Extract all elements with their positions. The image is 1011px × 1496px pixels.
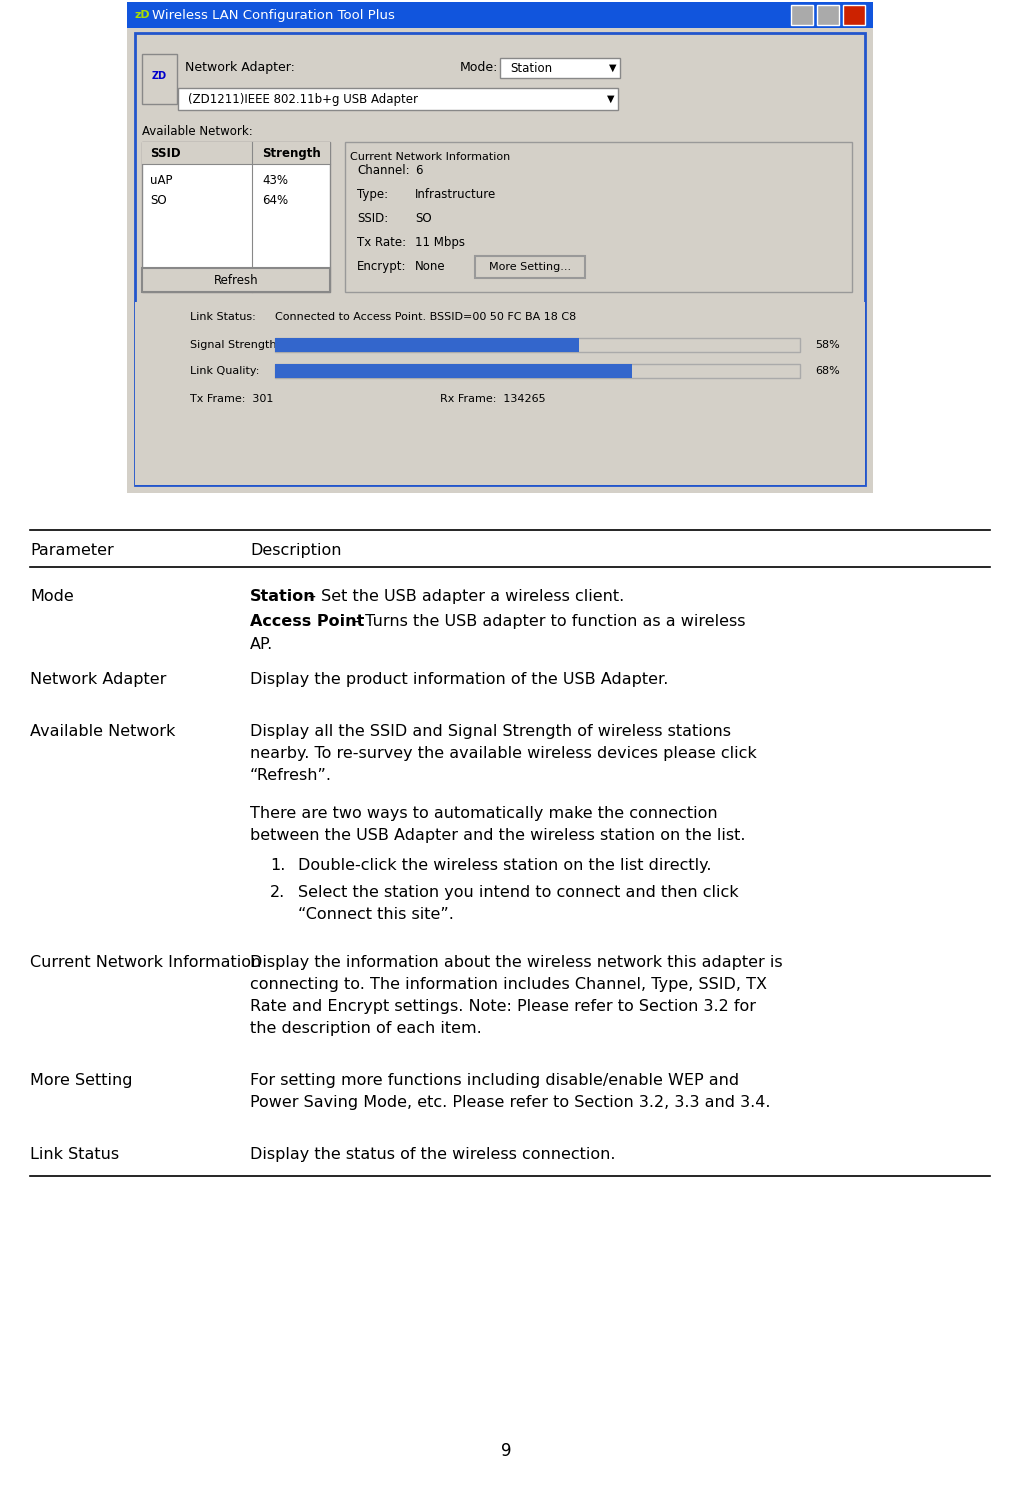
Bar [791, 4, 812, 25]
Text: Current Network Information: Current Network Information [30, 954, 261, 969]
Text: 9: 9 [500, 1442, 511, 1460]
Text: 11 Mbps: 11 Mbps [415, 235, 464, 248]
Text: Display all the SSID and Signal Strength of wireless stations: Display all the SSID and Signal Strength… [250, 724, 730, 739]
Bar [275, 364, 632, 378]
Text: SO: SO [150, 193, 167, 206]
Bar [134, 33, 864, 485]
Text: Double-click the wireless station on the list directly.: Double-click the wireless station on the… [297, 859, 711, 874]
Text: Available Network: Available Network [30, 724, 175, 739]
Bar [275, 338, 800, 352]
Text: zD: zD [134, 10, 151, 19]
Text: 2.: 2. [270, 886, 285, 901]
Bar [142, 142, 330, 292]
Bar [142, 142, 330, 165]
Text: Available Network:: Available Network: [142, 126, 253, 138]
Text: connecting to. The information includes Channel, Type, SSID, TX: connecting to. The information includes … [250, 977, 766, 992]
Text: Rate and Encrypt settings. Note: Please refer to Section 3.2 for: Rate and Encrypt settings. Note: Please … [250, 999, 755, 1014]
Text: ▼: ▼ [607, 94, 614, 105]
Text: between the USB Adapter and the wireless station on the list.: between the USB Adapter and the wireless… [250, 827, 745, 844]
Text: Connected to Access Point. BSSID=00 50 FC BA 18 C8: Connected to Access Point. BSSID=00 50 F… [275, 313, 575, 322]
Text: ▼: ▼ [609, 63, 616, 73]
Bar [474, 256, 584, 278]
Text: Channel:: Channel: [357, 163, 409, 177]
Text: 1.: 1. [270, 859, 285, 874]
Text: SSID:: SSID: [357, 211, 388, 224]
Text: Select the station you intend to connect and then click: Select the station you intend to connect… [297, 886, 738, 901]
Text: 58%: 58% [814, 340, 839, 350]
Text: Power Saving Mode, etc. Please refer to Section 3.2, 3.3 and 3.4.: Power Saving Mode, etc. Please refer to … [250, 1095, 769, 1110]
Text: More Setting...: More Setting... [488, 262, 570, 272]
Text: Description: Description [250, 543, 341, 558]
Text: “Connect this site”.: “Connect this site”. [297, 907, 453, 922]
Text: 43%: 43% [262, 174, 288, 187]
Bar [499, 58, 620, 78]
Bar [345, 142, 851, 292]
Text: Network Adapter: Network Adapter [30, 672, 166, 687]
Text: Rx Frame:  134265: Rx Frame: 134265 [440, 393, 545, 404]
Text: Infrastructure: Infrastructure [415, 187, 495, 200]
Text: the description of each item.: the description of each item. [250, 1020, 481, 1037]
Bar [126, 28, 872, 494]
Text: Station: Station [250, 589, 315, 604]
Bar [178, 88, 618, 111]
Text: (ZD1211)IEEE 802.11b+g USB Adapter: (ZD1211)IEEE 802.11b+g USB Adapter [188, 93, 418, 106]
Text: For setting more functions including disable/enable WEP and: For setting more functions including dis… [250, 1073, 738, 1088]
Text: Access Point: Access Point [250, 613, 364, 628]
Text: Parameter: Parameter [30, 543, 113, 558]
Text: Network Adapter:: Network Adapter: [185, 61, 294, 73]
Text: Refresh: Refresh [213, 274, 258, 287]
Text: Station: Station [510, 61, 552, 75]
Text: – Turns the USB adapter to function as a wireless: – Turns the USB adapter to function as a… [352, 613, 745, 628]
Bar [275, 364, 800, 378]
Text: Type:: Type: [357, 187, 388, 200]
Text: AP.: AP. [250, 637, 273, 652]
Text: uAP: uAP [150, 174, 172, 187]
Text: Display the information about the wireless network this adapter is: Display the information about the wirele… [250, 954, 782, 969]
Text: Link Status:: Link Status: [190, 313, 256, 322]
Bar [126, 1, 872, 494]
Bar [275, 338, 579, 352]
Text: Current Network Information: Current Network Information [350, 153, 510, 162]
Text: Display the status of the wireless connection.: Display the status of the wireless conne… [250, 1147, 615, 1162]
Text: None: None [415, 259, 445, 272]
Text: Signal Strength:: Signal Strength: [190, 340, 280, 350]
Bar [134, 302, 864, 485]
Text: 64%: 64% [262, 193, 288, 206]
Bar [816, 4, 838, 25]
Text: Mode: Mode [30, 589, 74, 604]
Text: Mode:: Mode: [460, 61, 497, 73]
Bar [842, 4, 864, 25]
Text: SSID: SSID [150, 147, 180, 160]
Text: Wireless LAN Configuration Tool Plus: Wireless LAN Configuration Tool Plus [152, 9, 394, 21]
Text: Tx Rate:: Tx Rate: [357, 235, 405, 248]
Text: More Setting: More Setting [30, 1073, 132, 1088]
Bar [142, 268, 330, 292]
Text: Encrypt:: Encrypt: [357, 259, 406, 272]
Text: Link Quality:: Link Quality: [190, 367, 259, 375]
Text: SO: SO [415, 211, 432, 224]
Text: Tx Frame:  301: Tx Frame: 301 [190, 393, 273, 404]
Text: 68%: 68% [814, 367, 839, 375]
Bar [126, 1, 872, 28]
Text: ZD: ZD [152, 70, 167, 81]
Text: – Set the USB adapter a wireless client.: – Set the USB adapter a wireless client. [307, 589, 624, 604]
Text: Strength: Strength [262, 147, 320, 160]
Text: “Refresh”.: “Refresh”. [250, 767, 332, 782]
Text: Display the product information of the USB Adapter.: Display the product information of the U… [250, 672, 667, 687]
Text: 6: 6 [415, 163, 422, 177]
Text: There are two ways to automatically make the connection: There are two ways to automatically make… [250, 806, 717, 821]
Text: Link Status: Link Status [30, 1147, 119, 1162]
Text: nearby. To re-survey the available wireless devices please click: nearby. To re-survey the available wirel… [250, 747, 756, 761]
Bar [142, 54, 177, 105]
